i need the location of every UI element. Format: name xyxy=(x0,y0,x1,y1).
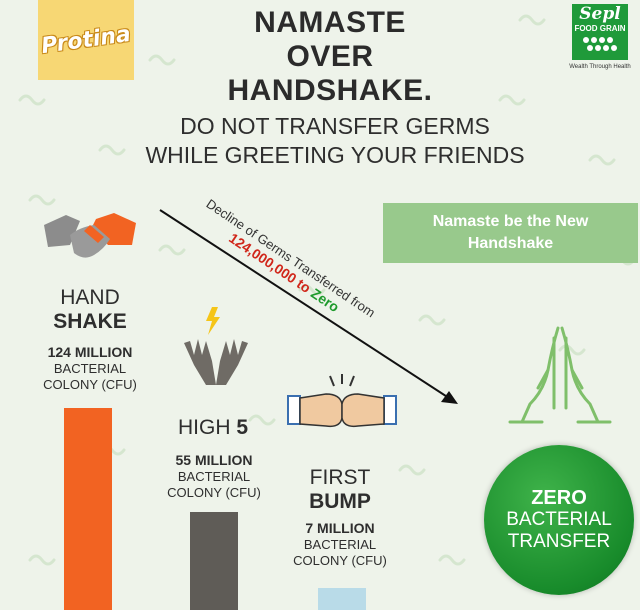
subheadline-line-1: DO NOT TRANSFER GERMS xyxy=(180,113,490,139)
handshake-unit-1: BACTERIAL xyxy=(53,361,127,376)
handshake-title: HAND SHAKE xyxy=(30,286,150,334)
handshake-bar xyxy=(64,408,112,610)
sepl-logo-badge: Sepl FOOD GRAIN xyxy=(572,4,628,60)
high-five-icon xyxy=(184,307,248,385)
headline: NAMASTE OVER HANDSHAKE. xyxy=(180,6,480,108)
grain-icon xyxy=(583,37,617,51)
fist-bump-icon xyxy=(287,374,397,428)
subheadline: DO NOT TRANSFER GERMS WHILE GREETING YOU… xyxy=(110,112,560,170)
fist-bump-title: FIRST BUMP xyxy=(280,466,400,514)
fist-bump-unit-2: COLONY (CFU) xyxy=(293,553,387,568)
handshake-count: 124 MILLION xyxy=(47,344,133,360)
fist-bump-count: 7 MILLION xyxy=(305,520,375,536)
banner-line-1: Namaste be the New xyxy=(432,213,589,230)
handshake-stat: 124 MILLION BACTERIAL COLONY (CFU) xyxy=(26,344,154,393)
namaste-banner: Namaste be the New Handshake xyxy=(383,203,638,263)
zero-line-1: ZERO xyxy=(531,487,587,509)
zero-line-2: BACTERIAL xyxy=(506,509,612,530)
zero-transfer-badge: ZERO BACTERIAL TRANSFER xyxy=(484,445,634,595)
handshake-title-a: HAND xyxy=(60,286,120,309)
sepl-logo-name: Sepl xyxy=(579,4,621,24)
sepl-logo-subtitle: FOOD GRAIN xyxy=(574,24,626,33)
high-five-stat: 55 MILLION BACTERIAL COLONY (CFU) xyxy=(150,452,278,501)
headline-line-3: HANDSHAKE. xyxy=(227,74,433,107)
protina-logo: Protina xyxy=(38,0,134,80)
headline-line-2: OVER xyxy=(286,40,374,73)
subheadline-line-2: WHILE GREETING YOUR FRIENDS xyxy=(145,142,525,168)
fist-bump-title-a: FIRST xyxy=(309,466,371,489)
sepl-logo-tagline: Wealth Through Health xyxy=(569,64,631,70)
fist-bump-title-b: BUMP xyxy=(309,490,371,513)
zero-line-3: TRANSFER xyxy=(507,531,611,552)
high-five-title-b: 5 xyxy=(236,416,249,439)
sepl-logo: Sepl FOOD GRAIN Wealth Through Health xyxy=(566,4,634,78)
fist-bump-bar xyxy=(318,588,366,610)
high-five-unit-2: COLONY (CFU) xyxy=(167,485,261,500)
fist-bump-unit-1: BACTERIAL xyxy=(303,537,377,552)
namaste-hands-icon xyxy=(508,326,612,424)
high-five-title: HIGH 5 xyxy=(158,416,268,440)
high-five-unit-1: BACTERIAL xyxy=(177,469,251,484)
high-five-title-a: HIGH xyxy=(177,416,231,439)
handshake-title-b: SHAKE xyxy=(53,310,127,333)
handshake-icon xyxy=(44,213,136,258)
banner-line-2: Handshake xyxy=(467,235,554,252)
high-five-count: 55 MILLION xyxy=(175,452,253,468)
handshake-unit-2: COLONY (CFU) xyxy=(43,377,137,392)
high-five-bar xyxy=(190,512,238,610)
fist-bump-stat: 7 MILLION BACTERIAL COLONY (CFU) xyxy=(278,520,402,569)
headline-line-1: NAMASTE xyxy=(254,6,406,39)
